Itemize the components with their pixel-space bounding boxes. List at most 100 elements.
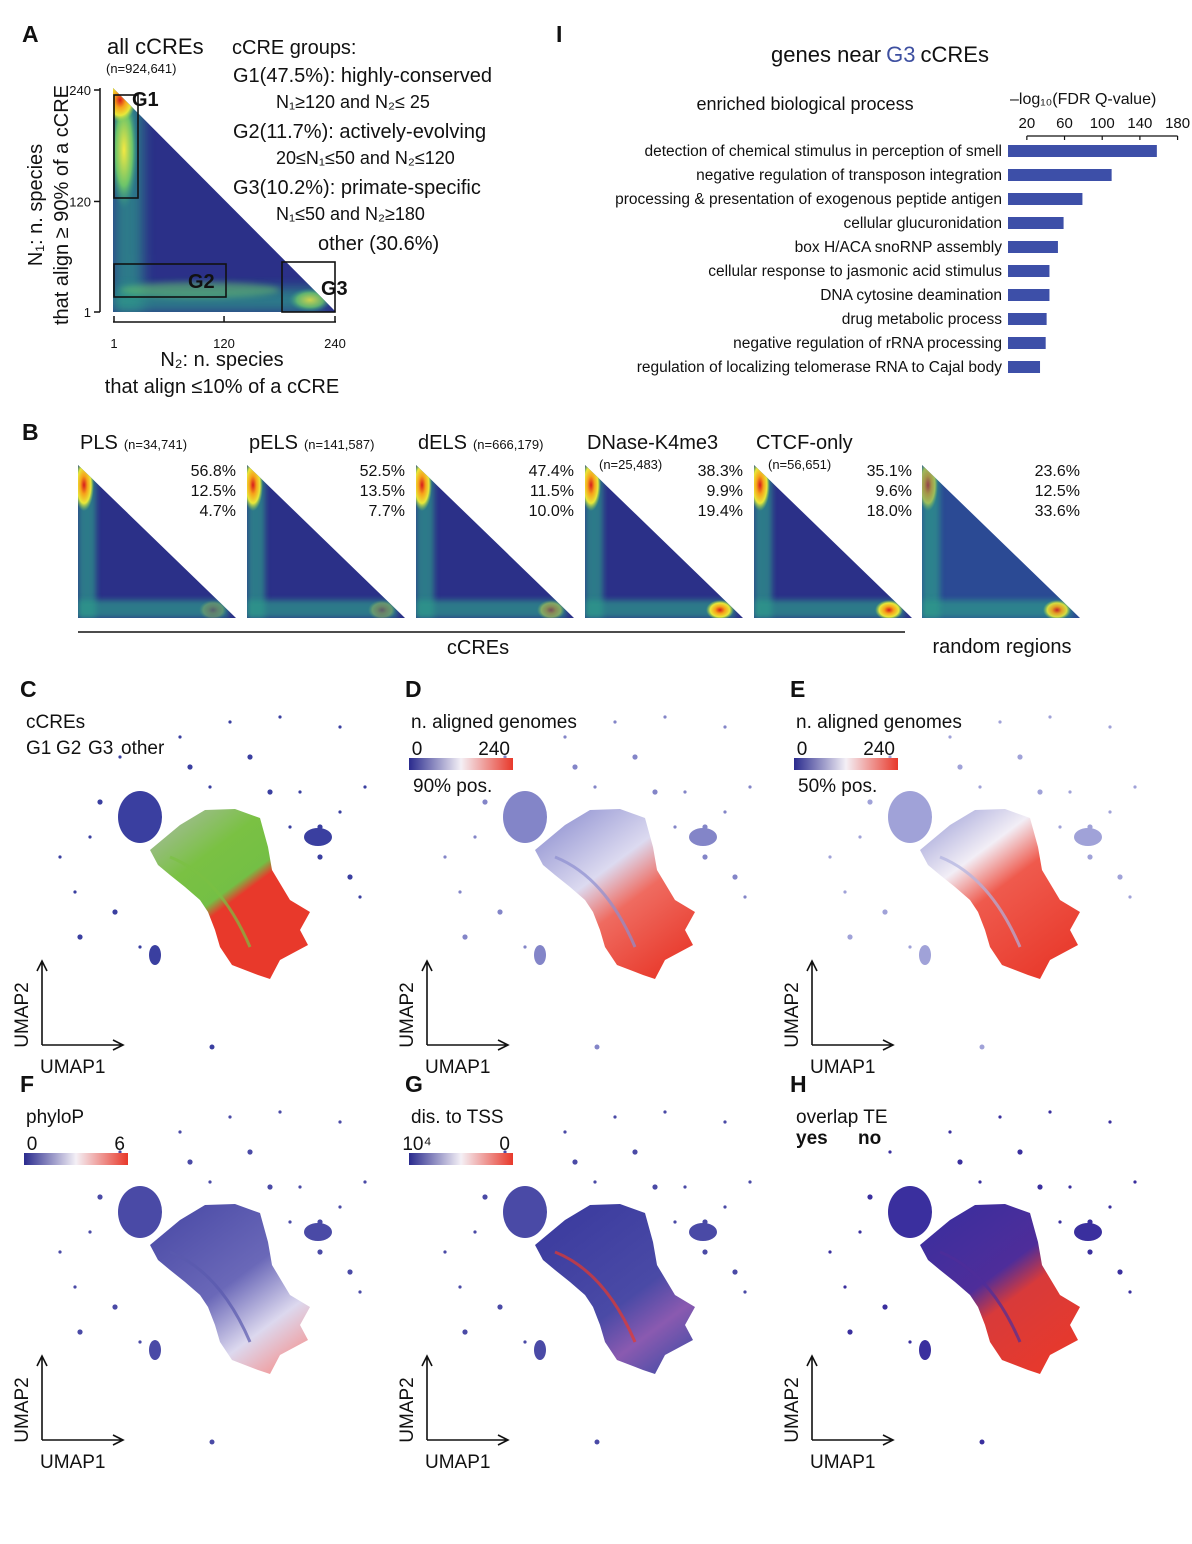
x-tick-label: 140 (1127, 115, 1152, 132)
subset-name: dELS (418, 432, 467, 454)
group-percent: 10.0% (529, 503, 574, 520)
umap-dot (908, 945, 912, 949)
group-percent: 56.8% (191, 463, 236, 480)
density-band (416, 600, 566, 618)
umap-dot (743, 895, 747, 899)
bar (1008, 337, 1046, 349)
umap-cluster (919, 945, 931, 965)
axis-label: UMAP2 (12, 1377, 33, 1442)
density-hot (368, 600, 396, 618)
legend-rule: 20≤N₁≤50 and N₂≤120 (276, 148, 455, 168)
umap-dot (613, 1115, 617, 1119)
panel-letter: I (556, 21, 562, 47)
axis-label: UMAP1 (810, 1452, 875, 1473)
scale-label: 240 (478, 739, 510, 760)
umap-dot (228, 720, 232, 724)
umap-dot (888, 1150, 892, 1154)
scale-label: 10⁴ (402, 1134, 431, 1155)
umap-dot (563, 1130, 567, 1134)
umap-dot (1068, 790, 1072, 794)
umap-cluster (118, 791, 162, 843)
umap-dot (1037, 789, 1043, 795)
umap-dot (978, 785, 982, 789)
umap-cluster (689, 1223, 717, 1241)
density-hot (537, 600, 565, 618)
panel-letter: C (20, 676, 37, 702)
axis-label: UMAP2 (782, 1377, 803, 1442)
umap-dot (847, 934, 853, 940)
umap-cluster (149, 945, 161, 965)
legend-entry: G2(11.7%): actively-evolving (233, 121, 486, 143)
umap-dot (882, 909, 888, 915)
legend-entry: other (121, 738, 165, 759)
umap-dot (473, 835, 477, 839)
umap-dot (748, 785, 752, 789)
plot-title: all cCREs (107, 34, 204, 59)
panel-title: dis. to TSS (411, 1107, 504, 1128)
umap-dot (178, 735, 182, 739)
group-percent: 12.5% (191, 483, 236, 500)
chart-title: genes near G3 cCREs (771, 42, 989, 67)
x-axis-label: that align ≤10% of a cCRE (105, 376, 339, 398)
umap-dot (1108, 810, 1112, 814)
umap-dot (112, 1304, 118, 1310)
bar (1008, 313, 1047, 325)
umap-dot (748, 1180, 752, 1184)
bar (1008, 265, 1050, 277)
group-percent: 33.6% (1035, 503, 1080, 520)
panel-letter: G (405, 1071, 423, 1097)
umap-dot (523, 1340, 527, 1344)
umap-dot (88, 1230, 92, 1234)
umap-dot (118, 755, 122, 759)
group-percent: 11.5% (530, 483, 574, 500)
count-label: (n=34,741) (124, 437, 187, 452)
umap-dot (178, 1130, 182, 1134)
axis-label: UMAP2 (12, 982, 33, 1047)
umap-cluster (149, 1340, 161, 1360)
category-label: DNA cytosine deamination (820, 287, 1002, 304)
axis-label: UMAP1 (40, 1057, 105, 1078)
density-hot (585, 465, 601, 511)
umap-dot (1133, 1180, 1137, 1184)
axis-arrow (427, 1434, 510, 1446)
legend-title: cCRE groups: (232, 37, 357, 59)
umap-dot (209, 1044, 215, 1050)
umap-band (939, 855, 1022, 948)
umap-dot (363, 785, 367, 789)
umap-dot (1048, 1110, 1052, 1114)
umap-dot (1108, 1120, 1112, 1124)
umap-dot (1037, 1184, 1043, 1190)
density-hot (199, 600, 227, 618)
x-axis-label: –log₁₀(FDR Q-value) (1010, 91, 1156, 108)
umap-dot (523, 945, 527, 949)
umap-body (920, 1204, 1080, 1374)
umap-dot (843, 890, 847, 894)
umap-cluster (888, 1186, 932, 1238)
umap-dot (847, 1329, 853, 1335)
bracket-label: cCREs (447, 637, 509, 659)
umap-dot (138, 945, 142, 949)
legend-entry: G1 (26, 738, 51, 759)
group-percent: 13.5% (360, 483, 405, 500)
umap-dot (663, 1110, 667, 1114)
umap-dot (1017, 754, 1023, 760)
umap-dot (228, 1115, 232, 1119)
umap-dot (867, 799, 873, 805)
umap-cluster (888, 791, 932, 843)
bar (1008, 217, 1064, 229)
umap-dot (267, 789, 273, 795)
panel-letter: H (790, 1071, 807, 1097)
umap-dot (138, 1340, 142, 1344)
umap-dot (948, 1130, 952, 1134)
umap-dot (317, 854, 323, 860)
group-percent: 9.9% (707, 483, 743, 500)
umap-dot (723, 1120, 727, 1124)
umap-dot (1048, 715, 1052, 719)
density-hot (922, 465, 938, 511)
umap-cluster (118, 1186, 162, 1238)
umap-dot (462, 1329, 468, 1335)
chart-subtitle: enriched biological process (696, 94, 913, 114)
umap-band (169, 855, 252, 948)
y-tick-label: 1 (84, 305, 91, 320)
legend-entry: G1(47.5%): highly-conserved (233, 65, 492, 87)
